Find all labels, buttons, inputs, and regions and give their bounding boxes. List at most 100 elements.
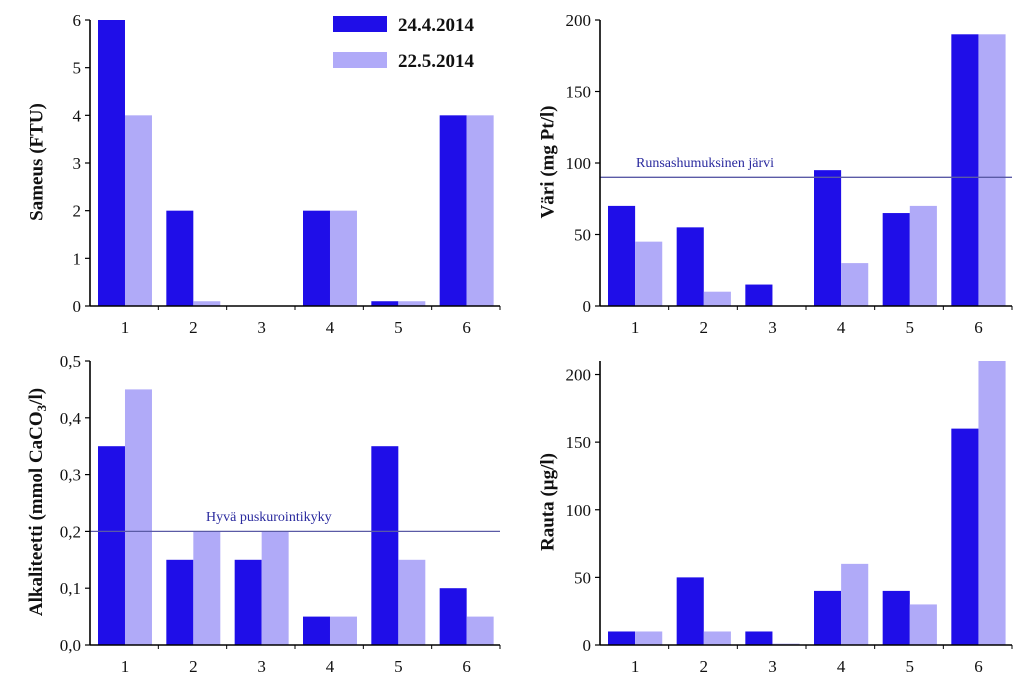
x-tick-label-1: 1 [121, 318, 130, 337]
bar-series-2-cat-1 [124, 389, 152, 645]
x-tick-label-3: 3 [768, 657, 777, 676]
bar-series-1-cat-1 [608, 631, 636, 645]
legend-label-series-1: 24.4.2014 [398, 15, 475, 36]
y-tick-label: 0,4 [60, 409, 82, 428]
y-tick-label: 2 [73, 202, 82, 221]
bar-series-1-cat-3 [745, 631, 773, 645]
bar-series-2-cat-6 [978, 34, 1006, 307]
bar-series-2-cat-5 [909, 205, 937, 306]
bar-series-2-cat-6 [466, 115, 494, 306]
x-tick-label-6: 6 [974, 657, 983, 676]
bar-series-1-cat-1 [608, 205, 636, 306]
y-tick-label: 1 [73, 249, 82, 268]
bar-series-1-cat-5 [882, 213, 910, 306]
bar-series-2-cat-2 [193, 531, 221, 645]
bar-series-1-cat-6 [951, 34, 979, 307]
bar-series-1-cat-5 [371, 446, 399, 645]
reference-line-label: Runsashumuksinen järvi [636, 156, 774, 171]
x-tick-label-6: 6 [462, 318, 471, 337]
y-tick-label: 0 [583, 297, 592, 316]
y-tick-label: 0,5 [60, 352, 81, 371]
x-tick-label-3: 3 [257, 657, 266, 676]
y-tick-label: 0,1 [60, 579, 81, 598]
y-tick-label: 6 [73, 11, 82, 30]
x-tick-label-1: 1 [631, 318, 640, 337]
bar-series-2-cat-2 [193, 301, 221, 306]
x-tick-label-3: 3 [768, 318, 777, 337]
bar-series-2-cat-3 [261, 531, 289, 645]
reference-line-label: Hyvä puskurointikyky [206, 510, 332, 525]
y-tick-label: 0,0 [60, 636, 81, 655]
bar-series-1-cat-5 [371, 301, 399, 306]
bar-series-1-cat-2 [166, 210, 194, 306]
bar-series-1-cat-2 [676, 227, 704, 306]
legend-swatch-series-2 [333, 52, 387, 68]
bar-series-2-cat-5 [398, 301, 426, 306]
x-tick-label-2: 2 [189, 657, 198, 676]
bar-series-2-cat-2 [703, 291, 731, 306]
bar-series-2-cat-5 [909, 604, 937, 645]
bar-series-2-cat-2 [703, 631, 731, 645]
bar-series-1-cat-3 [745, 284, 773, 306]
bar-series-2-cat-5 [398, 559, 426, 645]
legend-label-series-2: 22.5.2014 [398, 51, 475, 72]
y-axis-label: Väri (mg Pt/l) [537, 106, 558, 219]
chart-panel-vari: Väri (mg Pt/l) Runsashumuksinen järvi 0 5… [537, 11, 1013, 337]
bar-series-1-cat-6 [439, 588, 467, 645]
bar-series-1-cat-6 [951, 428, 979, 645]
bar-series-1-cat-5 [882, 590, 910, 645]
y-axis-label: Rauta (µg/l) [537, 453, 558, 551]
bar-series-2-cat-6 [978, 361, 1006, 645]
y-tick-label: 50 [574, 568, 591, 587]
y-tick-label: 4 [73, 106, 82, 125]
x-tick-label-2: 2 [700, 657, 709, 676]
bar-series-2-cat-4 [841, 563, 869, 645]
x-tick-label-1: 1 [121, 657, 130, 676]
y-tick-label: 0,3 [60, 466, 81, 485]
bar-series-1-cat-4 [814, 590, 842, 645]
x-tick-label-4: 4 [837, 318, 846, 337]
x-tick-label-5: 5 [394, 657, 403, 676]
x-tick-label-4: 4 [326, 318, 335, 337]
legend: 24.4.2014 22.5.2014 [333, 15, 475, 72]
bar-series-1-cat-1 [98, 446, 125, 645]
chart-panel-sameus: Sameus (FTU) 0 1 2 3 4 5 6 1 2 3 4 5 6 [26, 11, 501, 337]
x-tick-label-5: 5 [394, 318, 403, 337]
bar-series-2-cat-4 [841, 263, 869, 306]
bar-series-1-cat-2 [676, 577, 704, 645]
chart-panel-alkaliteetti: Alkaliteetti (mmol CaCO3/l) Hyvä puskuro… [26, 352, 501, 676]
bar-series-2-cat-1 [635, 241, 663, 306]
y-axis-label: Alkaliteetti (mmol CaCO3/l) [26, 388, 49, 616]
x-tick-label-2: 2 [700, 318, 709, 337]
bar-series-2-cat-1 [124, 115, 152, 306]
bar-series-1-cat-3 [234, 559, 262, 645]
bar-series-2-cat-4 [329, 616, 357, 645]
y-tick-label: 5 [73, 59, 82, 78]
y-tick-label: 200 [566, 11, 592, 30]
y-tick-label: 0 [73, 297, 82, 316]
bar-series-1-cat-6 [439, 115, 467, 306]
x-tick-label-3: 3 [257, 318, 266, 337]
y-tick-label: 150 [566, 433, 592, 452]
y-tick-label: 150 [566, 83, 592, 102]
bar-series-1-cat-4 [303, 210, 330, 306]
bar-series-1-cat-4 [303, 616, 330, 645]
x-tick-label-1: 1 [631, 657, 640, 676]
bar-series-2-cat-1 [635, 631, 663, 645]
legend-swatch-series-1 [333, 16, 387, 32]
y-tick-label: 100 [566, 154, 592, 173]
y-tick-label: 200 [566, 366, 592, 385]
bar-series-1-cat-2 [166, 559, 194, 645]
y-tick-label: 0 [583, 636, 592, 655]
y-tick-label: 50 [574, 226, 591, 245]
y-axis-label: Sameus (FTU) [26, 103, 47, 221]
bar-series-1-cat-1 [98, 20, 125, 306]
bar-series-2-cat-4 [329, 210, 357, 306]
x-tick-label-6: 6 [974, 318, 983, 337]
x-tick-label-5: 5 [906, 657, 915, 676]
y-tick-label: 3 [73, 154, 82, 173]
y-tick-label: 0,2 [60, 522, 81, 541]
bar-series-1-cat-4 [814, 170, 842, 306]
x-tick-label-4: 4 [837, 657, 846, 676]
